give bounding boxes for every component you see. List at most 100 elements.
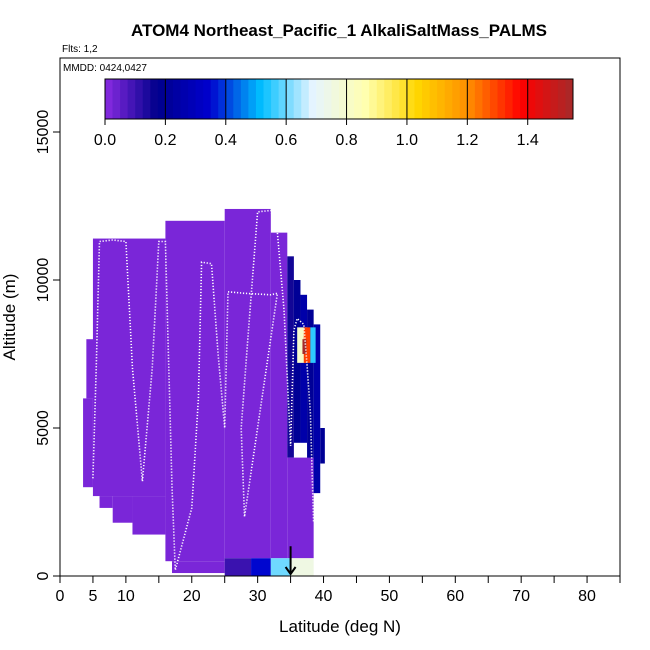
- colorbar-swatch: [520, 79, 529, 119]
- colorbar-swatch: [157, 79, 166, 119]
- arrow-head: [284, 566, 297, 576]
- heatmap-cell: [287, 256, 294, 458]
- colorbar-swatch: [218, 79, 227, 119]
- x-axis: 0 5 10 20 30 40 50 60 70 80: [56, 576, 621, 605]
- colorbar-swatch: [142, 79, 151, 119]
- colorbar-swatch: [240, 79, 249, 119]
- colorbar-swatch: [467, 79, 476, 119]
- x-tick-label: 10: [117, 588, 135, 605]
- colorbar-swatch: [542, 79, 551, 119]
- colorbar-swatch: [180, 79, 189, 119]
- heatmap-cell: [132, 496, 166, 535]
- colorbar-swatch: [255, 79, 265, 119]
- dates-note: MMDD: 0424,0427: [63, 63, 147, 74]
- colorbar-swatch: [210, 79, 219, 119]
- colorbar-swatch: [331, 79, 340, 119]
- x-axis-label: Latitude (deg N): [279, 617, 401, 636]
- heatmap-cell: [287, 457, 314, 559]
- colorbar-swatch: [512, 79, 521, 119]
- colorbar-swatch: [188, 79, 197, 119]
- y-tick-label: 0: [35, 571, 52, 580]
- heatmap-cell: [172, 561, 225, 574]
- y-axis: 0 5000 10000 15000: [35, 110, 60, 580]
- heatmap-cell: [99, 496, 113, 508]
- colorbar-swatch: [429, 79, 438, 119]
- colorbar-swatch: [203, 79, 212, 119]
- colorbar-tick-label: 1.2: [456, 132, 478, 149]
- colorbar-swatch: [361, 79, 370, 119]
- heatmap-cell: [290, 558, 314, 576]
- colorbar-swatch: [422, 79, 431, 119]
- y-tick-label: 5000: [35, 410, 52, 446]
- x-tick-label: 0: [56, 588, 65, 605]
- x-tick-label: 5: [88, 588, 97, 605]
- colorbar-swatch: [127, 79, 136, 119]
- colorbar-swatch: [565, 79, 574, 119]
- x-tick-label: 70: [512, 588, 530, 605]
- colorbar-swatch: [339, 79, 348, 119]
- y-axis-label: Altitude (m): [0, 274, 19, 361]
- colorbar-tick-label: 0.2: [154, 132, 176, 149]
- heatmap-cell: [112, 496, 133, 523]
- heatmap-cell: [251, 558, 271, 576]
- colorbar-swatch: [135, 79, 144, 119]
- colorbar-swatch: [437, 79, 446, 119]
- heatmap-cell: [300, 294, 308, 443]
- colorbar-swatch: [278, 79, 287, 119]
- colorbar-swatch: [459, 79, 468, 119]
- colorbar-swatch: [248, 79, 257, 119]
- colorbar-swatch: [505, 79, 514, 119]
- y-tick-label: 15000: [35, 110, 52, 155]
- heatmap-cell: [224, 558, 252, 576]
- colorbar-tick-label: 0.8: [335, 132, 357, 149]
- x-tick-label: 20: [183, 588, 201, 605]
- colorbar-swatch: [150, 79, 159, 119]
- colorbar-swatch: [316, 79, 325, 119]
- heatmap-cell: [270, 558, 291, 576]
- colorbar-swatch: [557, 79, 566, 119]
- colorbar-swatch: [406, 79, 415, 119]
- heatmap-cell: [165, 220, 225, 562]
- colorbar-swatch: [286, 79, 295, 119]
- colorbar-swatch: [369, 79, 378, 119]
- colorbar-swatch: [165, 79, 174, 119]
- chart-title: ATOM4 Northeast_Pacific_1 AlkaliSaltMass…: [131, 21, 547, 40]
- heatmap-cell: [297, 327, 308, 363]
- colorbar-swatch: [489, 79, 499, 119]
- colorbar: 0.0 0.2 0.4 0.6 0.8 1.0 1.2 1.4: [94, 78, 574, 149]
- heatmap-cell: [224, 208, 271, 559]
- colorbar-swatch: [550, 79, 559, 119]
- colorbar-swatch: [482, 79, 491, 119]
- arrow-marker: [284, 546, 297, 576]
- x-tick-label: 40: [315, 588, 333, 605]
- colorbar-swatch: [120, 79, 129, 119]
- colorbar-tick-label: 1.0: [396, 132, 418, 149]
- flight-track: [92, 209, 315, 571]
- x-tick-label: 80: [578, 588, 596, 605]
- colorbar-swatch: [527, 79, 536, 119]
- colorbar-swatch: [497, 79, 506, 119]
- flights-note: Flts: 1,2: [62, 44, 98, 55]
- colorbar-swatch: [225, 79, 234, 119]
- x-tick-label: 50: [381, 588, 399, 605]
- heatmap-cell: [302, 339, 307, 354]
- colorbar-tick-label: 1.4: [517, 132, 539, 149]
- colorbar-swatch: [263, 79, 272, 119]
- colorbar-swatch: [233, 79, 242, 119]
- colorbar-swatch: [391, 79, 400, 119]
- colorbar-swatch: [105, 79, 114, 119]
- heatmap-cell: [307, 309, 314, 473]
- colorbar-swatch: [452, 79, 461, 119]
- colorbar-tick-label: 0.0: [94, 132, 116, 149]
- colorbar-swatch: [195, 79, 204, 119]
- colorbar-swatch: [308, 79, 317, 119]
- colorbar-swatch: [172, 79, 181, 119]
- colorbar-swatch: [112, 79, 121, 119]
- heatmap-cell: [310, 327, 316, 363]
- colorbar-swatch: [293, 79, 302, 119]
- colorbar-swatch: [323, 79, 332, 119]
- colorbar-swatch: [474, 79, 483, 119]
- colorbar-tick-label: 0.4: [215, 132, 237, 149]
- colorbar-swatch: [414, 79, 423, 119]
